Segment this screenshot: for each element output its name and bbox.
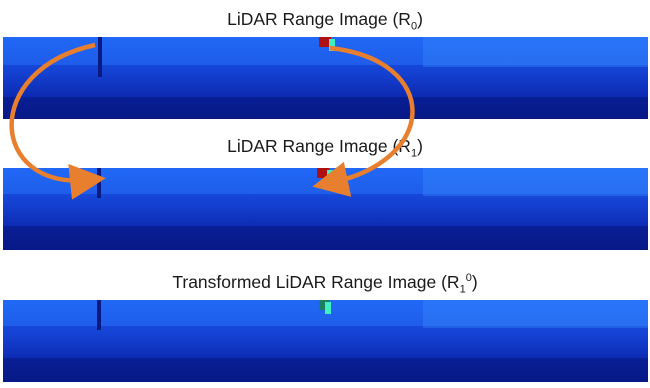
title-end: ) xyxy=(471,271,478,292)
title-superscript: 0 xyxy=(465,272,472,284)
title-subscript: 0 xyxy=(410,20,418,33)
panel-title-r0: LiDAR Range Image (R0) xyxy=(0,8,650,38)
panel-title-r1: LiDAR Range Image (R1) xyxy=(0,135,650,165)
range-image-r1 xyxy=(3,168,648,250)
range-image-r1-transformed xyxy=(3,300,648,382)
range-image-r0 xyxy=(3,37,648,119)
title-end: ) xyxy=(417,9,423,29)
title-subscript: 1 xyxy=(459,283,466,296)
title-text: Transformed LiDAR Range Image (R xyxy=(172,271,460,292)
title-end: ) xyxy=(417,136,423,156)
title-text: LiDAR Range Image (R xyxy=(227,136,411,156)
title-text: LiDAR Range Image (R xyxy=(227,9,411,29)
panel-title-r1-transformed: Transformed LiDAR Range Image (R10) xyxy=(0,267,650,300)
